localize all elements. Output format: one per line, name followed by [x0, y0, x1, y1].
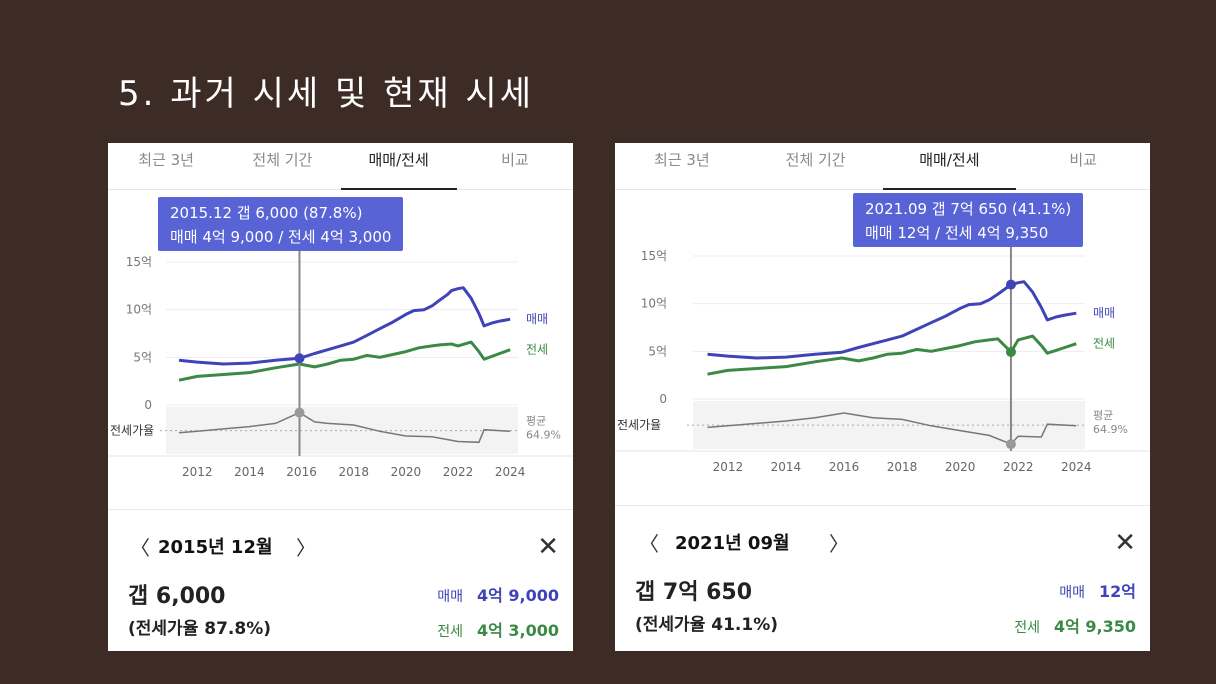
selected-period: 2021년 09월	[675, 533, 790, 554]
close-icon[interactable]: ✕	[537, 532, 559, 562]
chevron-left-icon[interactable]: 〈	[130, 536, 150, 560]
sale-value: 4억 9,000	[476, 586, 559, 605]
sale-price: 매매 4억 9,000	[437, 582, 559, 606]
y-tick-label: 10억	[126, 303, 152, 317]
jeonse-series-label: 전세	[1093, 337, 1115, 351]
y-tick-label: 10억	[641, 297, 667, 311]
tab-compare[interactable]: 비교	[1069, 151, 1097, 169]
tab-recent-3y[interactable]: 최근 3년	[654, 151, 710, 169]
ratio-series-label: 전세가율	[110, 424, 154, 438]
slide-title: 5. 과거 시세 및 현재 시세	[118, 74, 534, 114]
sale-label: 매매	[1059, 585, 1085, 601]
jeonse-ratio: (전세가율 41.1%)	[635, 615, 778, 635]
x-tick-label: 2020	[945, 460, 976, 474]
tooltip-line-1: 2021.09 갭 7억 650 (41.1%)	[865, 200, 1072, 218]
y-tick-label: 5억	[648, 344, 667, 358]
average-value: 64.9%	[526, 429, 561, 442]
jeonse-label: 전세	[437, 624, 463, 640]
period-nav: 〈 2015년 12월 〉 ✕	[126, 532, 559, 562]
gap-value: 갭 7억 650	[635, 580, 753, 605]
x-tick-label: 2016	[286, 465, 317, 479]
sale-series-label: 매매	[1093, 306, 1115, 320]
tab-sale-jeonse[interactable]: 매매/전세	[882, 143, 1017, 190]
average-label: 평균	[1093, 409, 1113, 422]
jeonse-ratio: (전세가율 87.8%)	[128, 619, 271, 639]
x-tick-label: 2020	[391, 465, 422, 479]
x-tick-label: 2016	[829, 460, 860, 474]
tab-all-period[interactable]: 전체 기간	[252, 151, 313, 169]
sale-series-line	[178, 286, 511, 366]
tab-all-period[interactable]: 전체 기간	[785, 151, 846, 169]
detail-card: 〈 2021년 09월 〉 ✕ 갭 7억 650 (전세가율 41.1%) 매매…	[615, 505, 1150, 648]
sale-series-label: 매매	[526, 312, 548, 326]
chevron-left-icon[interactable]: 〈	[639, 532, 659, 556]
price-panel-right: 최근 3년 전체 기간 매매/전세 비교 0 5억 10억 15억 2012 2014 20…	[615, 143, 1150, 651]
average-value: 64.9%	[1093, 423, 1128, 436]
jeonse-value: 4억 9,350	[1053, 617, 1136, 636]
x-tick-label: 2012	[713, 460, 744, 474]
y-tick-label: 0	[659, 392, 667, 406]
y-tick-label: 0	[144, 398, 152, 412]
period-tabs: 최근 3년 전체 기간 매매/전세 비교	[615, 143, 1150, 190]
jeonse-series-line	[178, 340, 511, 382]
price-chart[interactable]: 0 5억 10억 15억 2012 2014 2016 2018 2020 2022 2024 매매전…	[615, 189, 1150, 509]
x-tick-label: 2012	[182, 465, 213, 479]
tooltip-line-2: 매매 4억 9,000 / 전세 4억 3,000	[170, 228, 392, 246]
jeonse-price: 전세 4억 9,350	[1014, 613, 1136, 637]
ratio-series-line	[707, 412, 1077, 445]
x-tick-label: 2024	[1061, 460, 1092, 474]
average-label: 평균	[526, 415, 546, 428]
period-nav: 〈 2021년 09월 〉 ✕	[633, 528, 1136, 558]
close-icon[interactable]: ✕	[1114, 528, 1136, 558]
x-tick-label: 2018	[887, 460, 918, 474]
detail-card: 〈 2015년 12월 〉 ✕ 갭 6,000 (전세가율 87.8%) 매매 4…	[108, 509, 573, 651]
x-tick-label: 2022	[443, 465, 474, 479]
ratio-selected-point	[294, 407, 305, 418]
jeonse-value: 4억 3,000	[476, 621, 559, 640]
jeonse-series-line	[707, 334, 1077, 376]
price-panel-left: 최근 3년 전체 기간 매매/전세 비교 0 5억 10억 15억 2012 2014 20…	[108, 143, 573, 651]
jeonse-label: 전세	[1014, 620, 1040, 636]
sale-series-line	[707, 280, 1077, 360]
tab-recent-3y[interactable]: 최근 3년	[138, 151, 194, 169]
jeonse-price: 전세 4억 3,000	[437, 617, 559, 641]
jeonse-series-label: 전세	[526, 343, 548, 357]
tooltip-line-1: 2015.12 갭 6,000 (87.8%)	[170, 204, 363, 222]
x-tick-label: 2014	[234, 465, 265, 479]
chart-tooltip: 2021.09 갭 7억 650 (41.1%) 매매 12억 / 전세 4억 …	[853, 193, 1084, 247]
sale-selected-point	[1005, 279, 1016, 290]
period-tabs: 최근 3년 전체 기간 매매/전세 비교	[108, 143, 573, 190]
x-tick-label: 2018	[338, 465, 369, 479]
sale-price: 매매 12억	[1059, 578, 1136, 602]
chevron-right-icon[interactable]: 〉	[829, 532, 849, 556]
ratio-series-line	[178, 411, 511, 444]
chart-tooltip: 2015.12 갭 6,000 (87.8%) 매매 4억 9,000 / 전세…	[158, 197, 404, 251]
selected-period: 2015년 12월	[158, 537, 273, 558]
x-tick-label: 2014	[771, 460, 802, 474]
gap-value: 갭 6,000	[128, 584, 226, 609]
sale-value: 12억	[1099, 582, 1136, 601]
y-tick-label: 15억	[126, 255, 152, 269]
sale-selected-point	[294, 353, 305, 364]
price-chart[interactable]: 0 5억 10억 15억 2012 2014 2016 2018 2020 2022 2024 매매전…	[108, 189, 573, 509]
ratio-series-label: 전세가율	[617, 418, 661, 432]
ratio-selected-point	[1005, 439, 1016, 450]
x-tick-label: 2022	[1003, 460, 1034, 474]
chevron-right-icon[interactable]: 〉	[296, 536, 316, 560]
jeonse-selected-point	[1005, 346, 1016, 357]
sale-label: 매매	[437, 589, 463, 605]
tab-compare[interactable]: 비교	[501, 151, 529, 169]
y-tick-label: 5억	[133, 350, 152, 364]
x-tick-label: 2024	[495, 465, 526, 479]
tab-sale-jeonse[interactable]: 매매/전세	[340, 143, 458, 190]
tooltip-line-2: 매매 12억 / 전세 4억 9,350	[865, 224, 1049, 242]
y-tick-label: 15억	[641, 249, 667, 263]
